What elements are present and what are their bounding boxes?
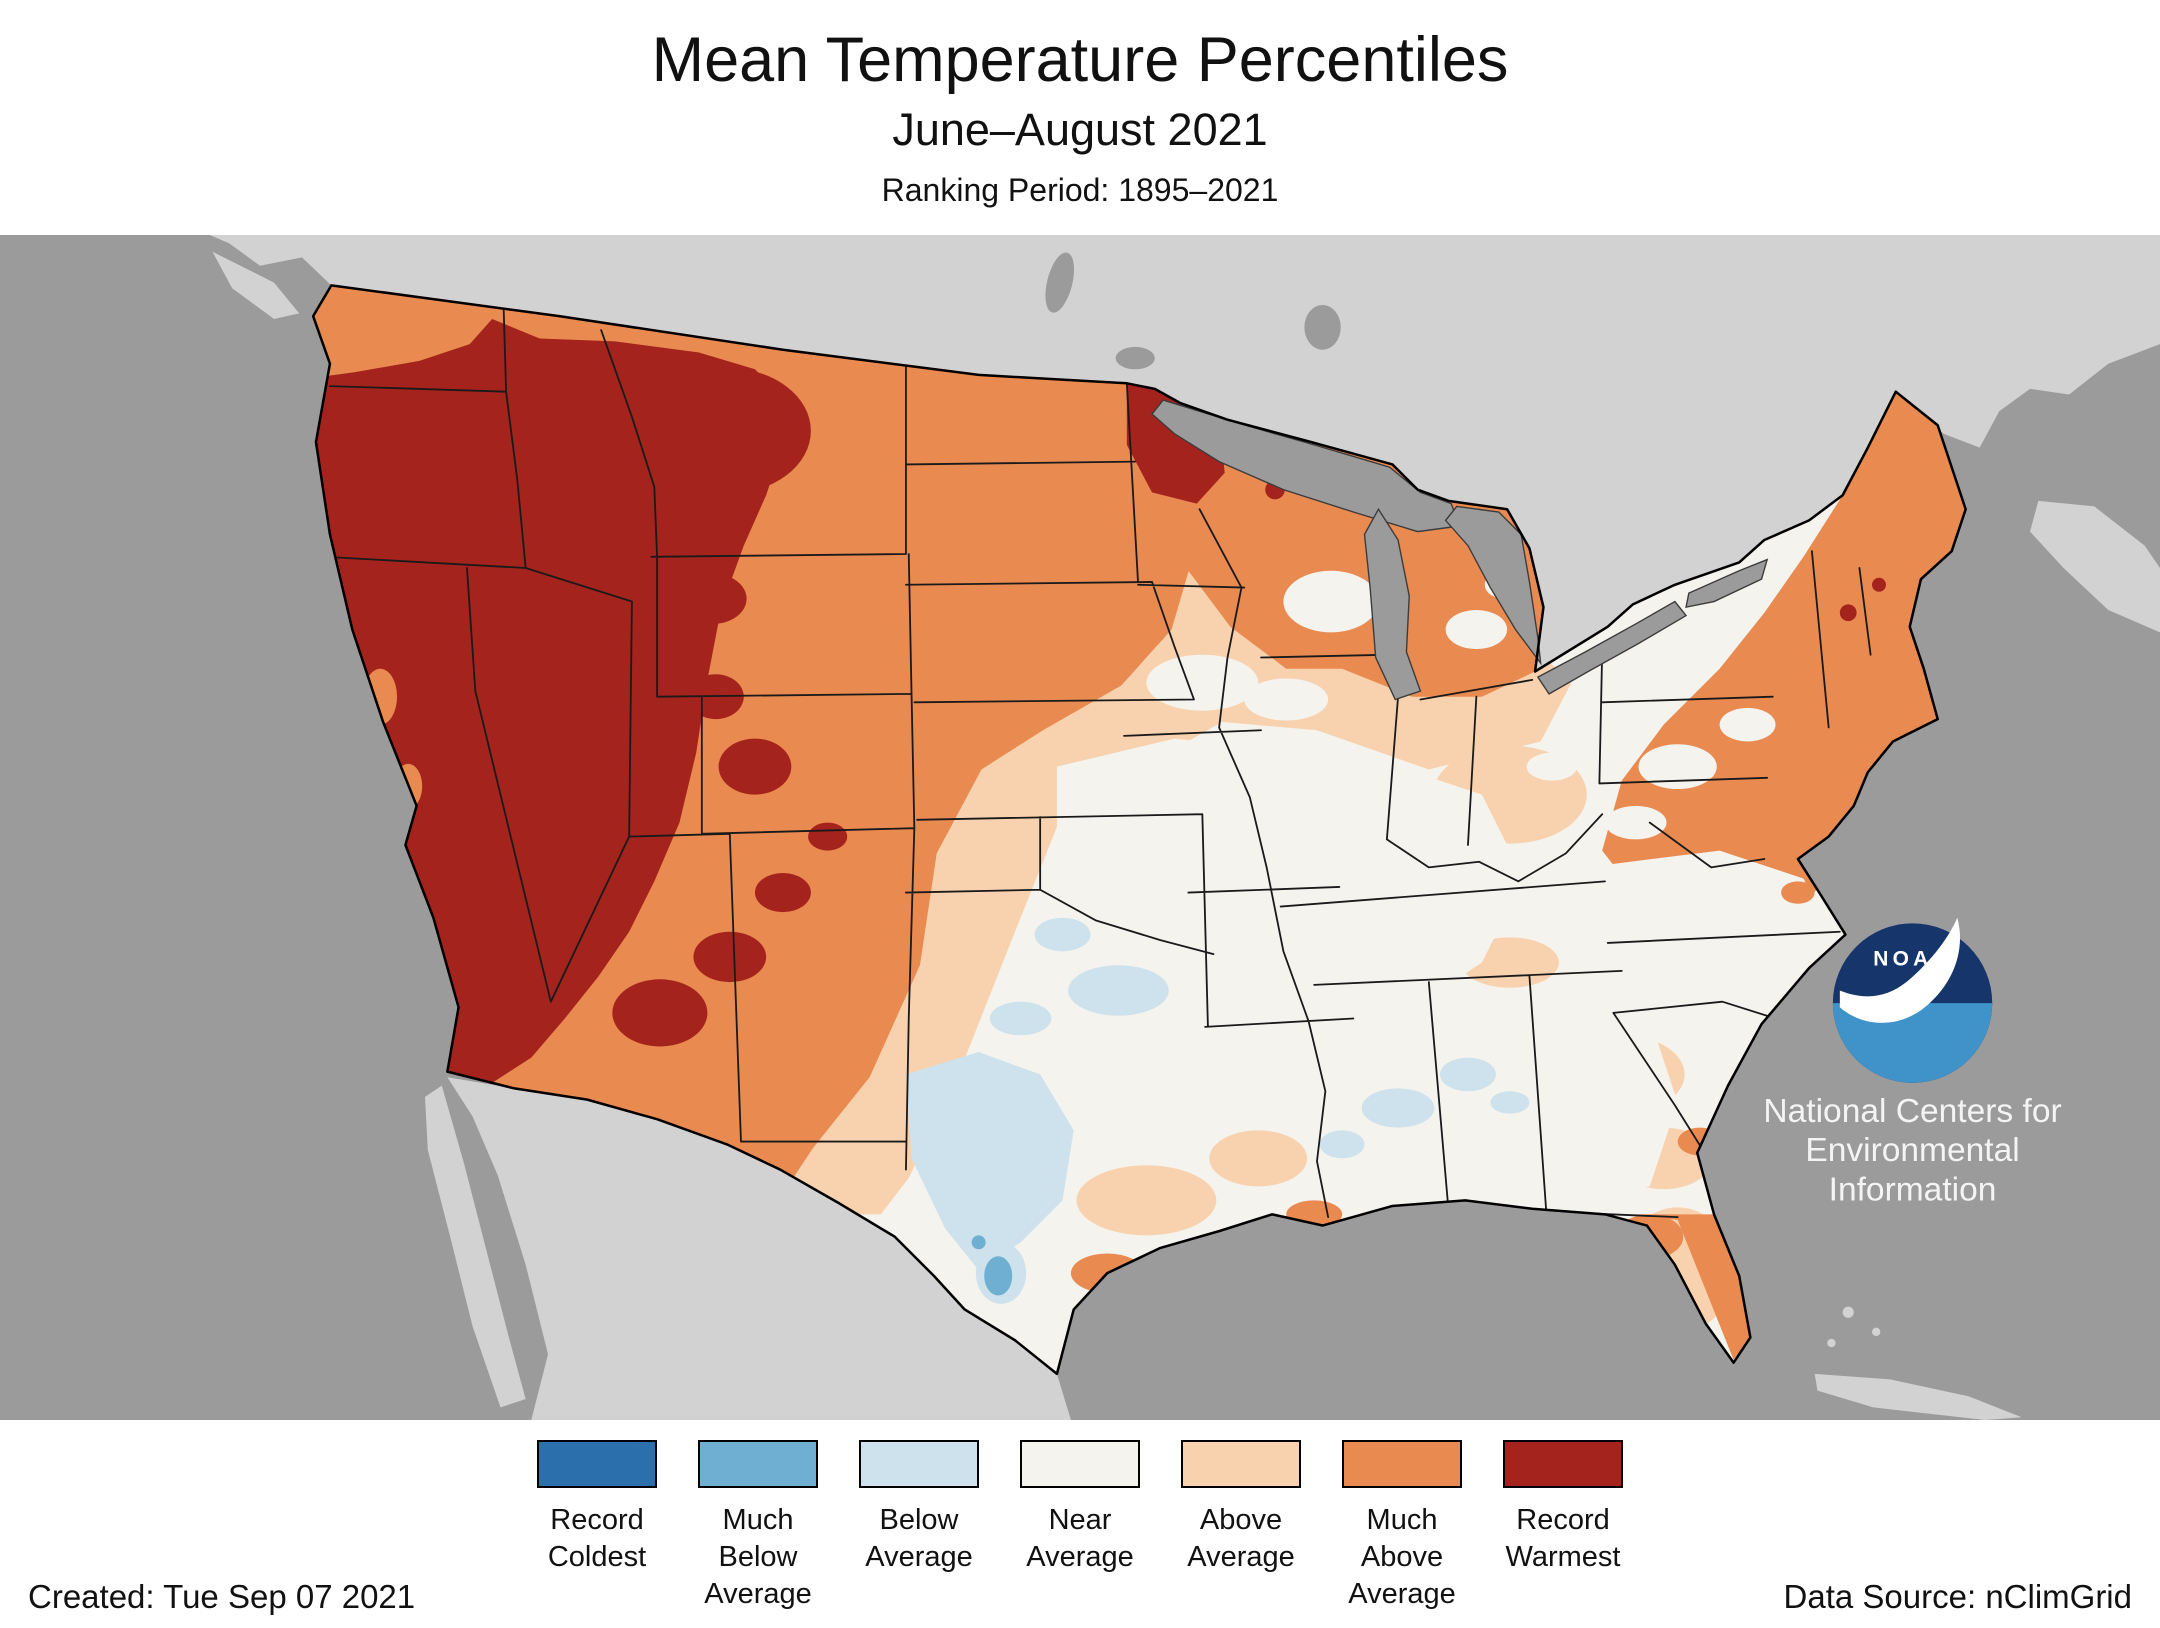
noaa-logo: NOAA	[1832, 917, 1993, 1083]
legend-swatch-record-coldest	[537, 1440, 657, 1488]
mexico-landmass	[425, 1077, 2022, 1420]
us-map-svg: NOAA National Centers for Environmental …	[0, 235, 2160, 1420]
legend-label: Record Coldest	[547, 1504, 647, 1573]
us-outline	[311, 284, 1967, 1376]
lake-michigan	[1363, 507, 1422, 701]
legend-item-much-above-average: Much Above Average	[1341, 1440, 1463, 1613]
lake-huron	[1444, 505, 1542, 666]
state-borders	[323, 295, 1872, 1219]
canada-lakes	[1045, 252, 1341, 370]
agency-line-1: National Centers for	[1763, 1093, 2061, 1130]
legend-label: Record Warmest	[1505, 1504, 1621, 1573]
page-title: Mean Temperature Percentiles	[651, 25, 1509, 95]
legend-label: Much Below Average	[704, 1504, 812, 1610]
data-source: Data Source: nClimGrid	[1783, 1578, 2132, 1615]
legend-swatch-near-average	[1020, 1440, 1140, 1488]
legend-swatch-much-above-average	[1342, 1440, 1462, 1488]
agency-line-3: Information	[1829, 1171, 1997, 1208]
legend-item-near-average: Near Average	[1019, 1440, 1141, 1613]
legend-label: Much Above Average	[1348, 1504, 1456, 1610]
legend-label: Near Average	[1026, 1504, 1134, 1573]
legend-swatch-above-average	[1181, 1440, 1301, 1488]
legend: Record Coldest Much Below Average Below …	[0, 1440, 2160, 1613]
great-lakes	[1151, 399, 1769, 701]
ranking-period: Ranking Period: 1895–2021	[881, 172, 1279, 208]
lake-ontario	[1685, 558, 1769, 609]
legend-label: Above Average	[1187, 1504, 1295, 1573]
legend-label: Below Average	[865, 1504, 973, 1573]
agency-line-2: Environmental	[1805, 1132, 2019, 1169]
created-date: Created: Tue Sep 07 2021	[28, 1578, 416, 1615]
lake-erie	[1536, 600, 1688, 695]
legend-item-record-warmest: Record Warmest	[1502, 1440, 1624, 1613]
lake-superior	[1151, 399, 1461, 533]
legend-item-below-average: Below Average	[858, 1440, 980, 1613]
page-subtitle: June–August 2021	[892, 104, 1268, 155]
canada-landmass	[209, 235, 2160, 672]
noaa-agency-text: National Centers for Environmental Infor…	[1763, 1093, 2061, 1208]
noaa-logo-text: NOAA	[1873, 947, 1952, 970]
legend-item-above-average: Above Average	[1180, 1440, 1302, 1613]
map-area: NOAA National Centers for Environmental …	[0, 235, 2160, 1420]
legend-swatch-record-warmest	[1503, 1440, 1623, 1488]
legend-swatch-below-average	[859, 1440, 979, 1488]
legend-swatch-much-below-average	[698, 1440, 818, 1488]
legend-item-much-below-average: Much Below Average	[697, 1440, 819, 1613]
legend-item-record-coldest: Record Coldest	[536, 1440, 658, 1613]
